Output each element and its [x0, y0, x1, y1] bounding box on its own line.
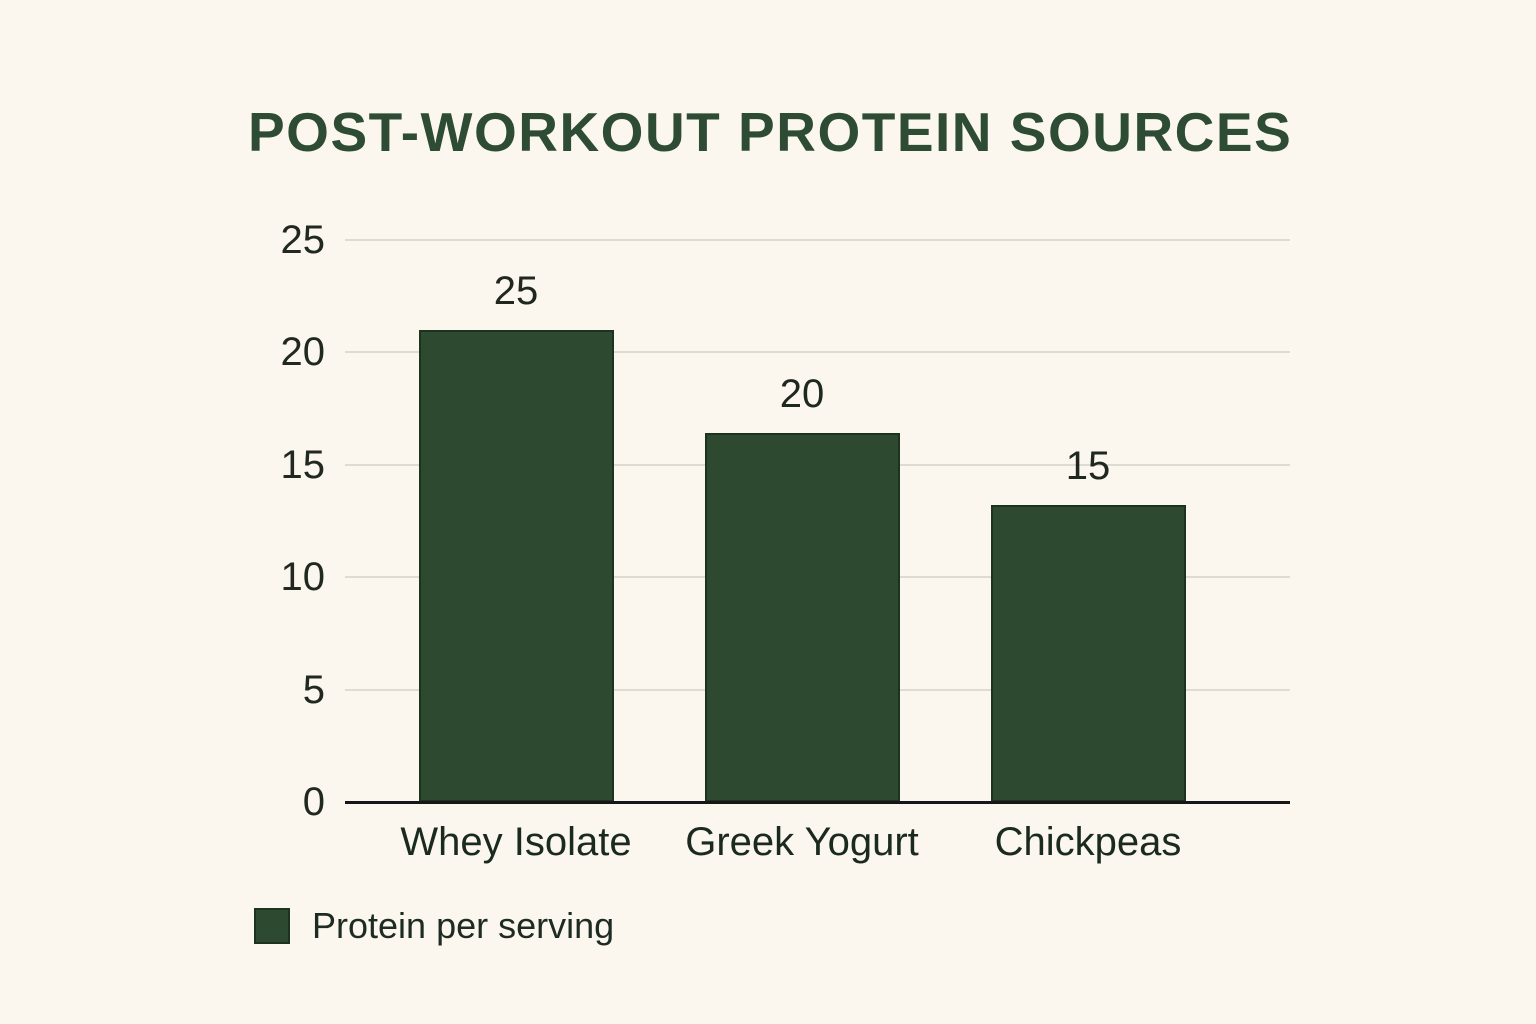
y-tick-label-25: 25	[280, 218, 326, 262]
legend-label: Protein per serving	[312, 905, 615, 946]
y-tick-label-5: 5	[302, 668, 325, 712]
y-tick-label-20: 20	[280, 330, 326, 374]
bar-value-label: 20	[779, 372, 825, 416]
bar-value-label: 15	[1065, 444, 1111, 488]
legend-swatch-icon	[254, 908, 290, 944]
bar-Chickpeas	[990, 505, 1186, 802]
y-tick-label-0: 0	[302, 780, 325, 824]
y-tick-label-15: 15	[280, 443, 326, 487]
x-category-label: Greek Yogurt	[685, 820, 919, 864]
gridline-y-25	[345, 239, 1290, 241]
legend: Protein per serving	[254, 906, 614, 946]
bar-Greek Yogurt	[704, 433, 900, 802]
bar-Whey Isolate	[418, 330, 614, 802]
bar-value-label: 25	[493, 269, 539, 313]
gridline-y-20	[345, 351, 1290, 353]
y-tick-label-10: 10	[280, 555, 326, 599]
x-axis-line	[345, 801, 1290, 804]
x-category-label: Whey Isolate	[400, 820, 632, 864]
chart-title: POST-WORKOUT PROTEIN SOURCES	[248, 101, 1293, 163]
x-category-label: Chickpeas	[994, 820, 1182, 864]
